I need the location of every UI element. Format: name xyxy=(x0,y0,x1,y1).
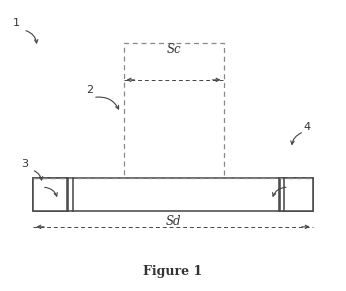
Text: Sd: Sd xyxy=(165,215,181,228)
Text: 3: 3 xyxy=(21,159,28,169)
Bar xyxy=(34,178,312,211)
Text: Sc: Sc xyxy=(166,43,181,56)
Text: 1: 1 xyxy=(13,18,20,28)
Bar xyxy=(124,43,224,180)
Text: 2: 2 xyxy=(86,85,93,95)
Text: 4: 4 xyxy=(304,122,311,132)
Bar xyxy=(34,178,67,211)
Text: Figure 1: Figure 1 xyxy=(143,265,203,278)
Bar xyxy=(280,178,312,211)
